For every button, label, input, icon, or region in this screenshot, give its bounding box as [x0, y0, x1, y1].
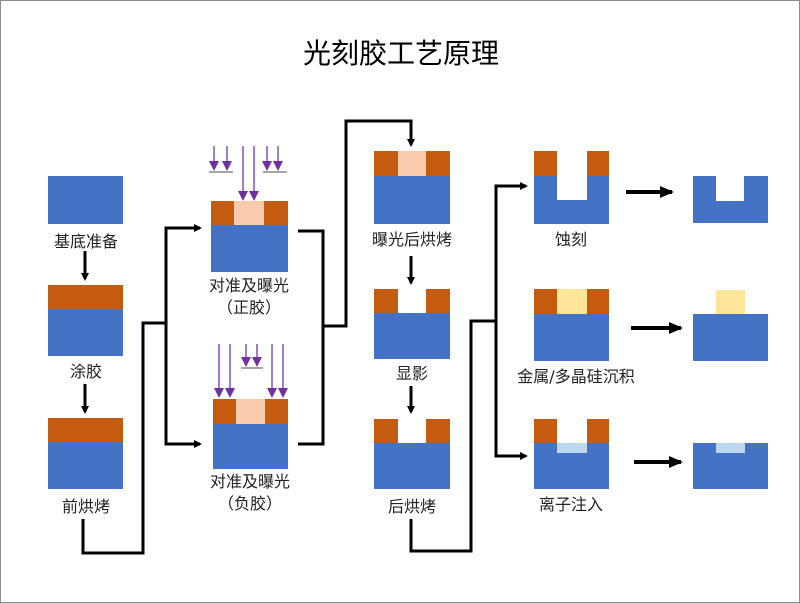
implanted-region	[716, 443, 745, 453]
flow-connector	[409, 182, 528, 553]
step-substrate-prep: 基底准备	[48, 176, 123, 251]
flow-connector	[298, 119, 415, 446]
photoresist-layer	[534, 419, 557, 443]
exposed-resist	[234, 201, 264, 225]
flow-connector	[298, 229, 325, 326]
substrate-block	[374, 443, 450, 489]
step-develop: 显影	[374, 289, 450, 383]
label-develop: 显影	[396, 364, 428, 383]
label-exposure-positive: 对准及曝光	[209, 276, 289, 295]
result-ion-implant	[693, 443, 768, 489]
substrate-block	[48, 442, 123, 489]
etched-substrate	[534, 176, 609, 224]
step-exposure-negative: 对准及曝光 （负胶）	[210, 344, 290, 513]
step-coating: 涂胶	[48, 285, 123, 381]
photoresist-layer	[587, 419, 609, 443]
step-post-exposure-bake: 曝光后烘烤	[372, 151, 452, 249]
photoresist-layer	[534, 151, 557, 176]
implanted-region	[557, 443, 587, 453]
label-ion-implant: 离子注入	[539, 495, 603, 514]
photoresist-layer	[48, 285, 123, 309]
step-etch: 蚀刻	[534, 151, 609, 249]
deposited-material	[716, 290, 745, 314]
substrate-block	[48, 309, 123, 356]
flow-connector-negative	[164, 323, 202, 448]
unexposed-resist	[236, 399, 265, 424]
diagram-title: 光刻胶工艺原理	[303, 37, 499, 70]
label-negative-resist: （负胶）	[218, 494, 282, 513]
label-coating: 涂胶	[70, 362, 102, 381]
label-prebake: 前烘烤	[62, 497, 110, 516]
photoresist-layer	[426, 289, 450, 313]
substrate-block	[213, 424, 288, 469]
photoresist-layer	[587, 151, 609, 176]
photoresist-layer	[426, 419, 450, 443]
label-deposition: 金属/多晶硅沉积	[517, 367, 634, 386]
label-exposure-negative: 对准及曝光	[210, 472, 290, 491]
substrate-block	[211, 225, 288, 272]
step-hard-bake: 后烘烤	[374, 419, 450, 516]
substrate-block	[693, 314, 768, 361]
label-substrate-prep: 基底准备	[54, 232, 118, 251]
photoresist-layer	[374, 289, 398, 313]
step-exposure-positive: 对准及曝光 （正胶）	[209, 146, 289, 317]
photoresist-layer	[48, 418, 123, 442]
label-positive-resist: （正胶）	[217, 298, 281, 317]
result-deposition	[693, 290, 768, 361]
flow-connector-positive	[81, 224, 202, 555]
substrate-block	[374, 313, 450, 359]
photoresist-layer	[374, 419, 398, 443]
substrate-block	[48, 176, 123, 224]
flow-connector	[494, 321, 528, 460]
exposed-resist	[398, 151, 426, 176]
label-hard-bake: 后烘烤	[388, 497, 436, 516]
label-post-exposure-bake: 曝光后烘烤	[372, 230, 452, 249]
step-ion-implant: 离子注入	[534, 419, 609, 514]
deposited-material	[557, 289, 587, 314]
substrate-block	[374, 176, 450, 224]
substrate-block	[534, 314, 609, 361]
step-prebake: 前烘烤	[48, 418, 123, 516]
result-etched-substrate	[693, 176, 768, 223]
step-deposition: 金属/多晶硅沉积	[517, 289, 635, 386]
label-etch: 蚀刻	[555, 230, 587, 249]
